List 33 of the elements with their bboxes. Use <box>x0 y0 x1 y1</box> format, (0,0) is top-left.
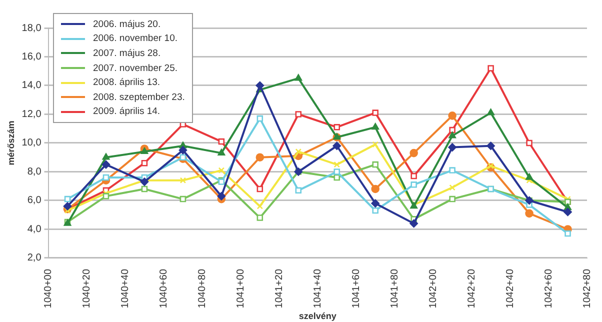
x-tick-label: 1042+40 <box>504 268 516 308</box>
x-tick-label: 1041+40 <box>312 268 324 308</box>
legend-label: 2006. május 20. <box>93 18 161 30</box>
x-tick-label: 1041+00 <box>235 268 246 308</box>
x-tick-label: 1041+20 <box>274 268 285 308</box>
legend-label: 2008. április 13. <box>93 77 160 88</box>
y-tick-label: 4,0 <box>27 224 42 235</box>
x-tick-label: 1042+20 <box>466 268 478 308</box>
x-tick-label: 1041+80 <box>389 268 400 308</box>
legend-label: 2006. november 10. <box>93 33 178 44</box>
x-tick-label: 1042+00 <box>428 268 439 308</box>
y-tick-label: 14,0 <box>22 80 42 92</box>
y-axis-title: mérőszám <box>6 120 16 166</box>
y-tick-label: 18,0 <box>22 22 42 34</box>
x-tick-label: 1040+20 <box>81 268 92 308</box>
y-tick-label: 10,0 <box>22 138 42 149</box>
x-tick-label: 1040+00 <box>43 268 54 308</box>
y-tick-label: 2,0 <box>27 252 42 264</box>
legend-label: 2007. május 28. <box>93 48 161 59</box>
x-tick-label: 1042+60 <box>543 268 554 308</box>
y-tick-label: 12,0 <box>22 108 42 120</box>
x-tick-label: 1041+60 <box>350 268 362 308</box>
x-axis-title: szelvény <box>298 311 336 322</box>
x-tick-label: 1040+40 <box>120 268 131 308</box>
legend-label: 2008. szeptember 23. <box>93 92 185 103</box>
x-tick-label: 1040+60 <box>158 268 170 308</box>
legend-label: 2009. április 14. <box>93 106 160 118</box>
y-tick-label: 16,0 <box>22 52 42 62</box>
y-tick-label: 6,0 <box>27 195 42 206</box>
x-tick-label: 1040+80 <box>196 268 208 308</box>
x-tick-label: 1042+80 <box>582 268 593 308</box>
y-tick-label: 8,0 <box>27 166 42 178</box>
legend-label: 2007. november 25. <box>93 62 178 74</box>
